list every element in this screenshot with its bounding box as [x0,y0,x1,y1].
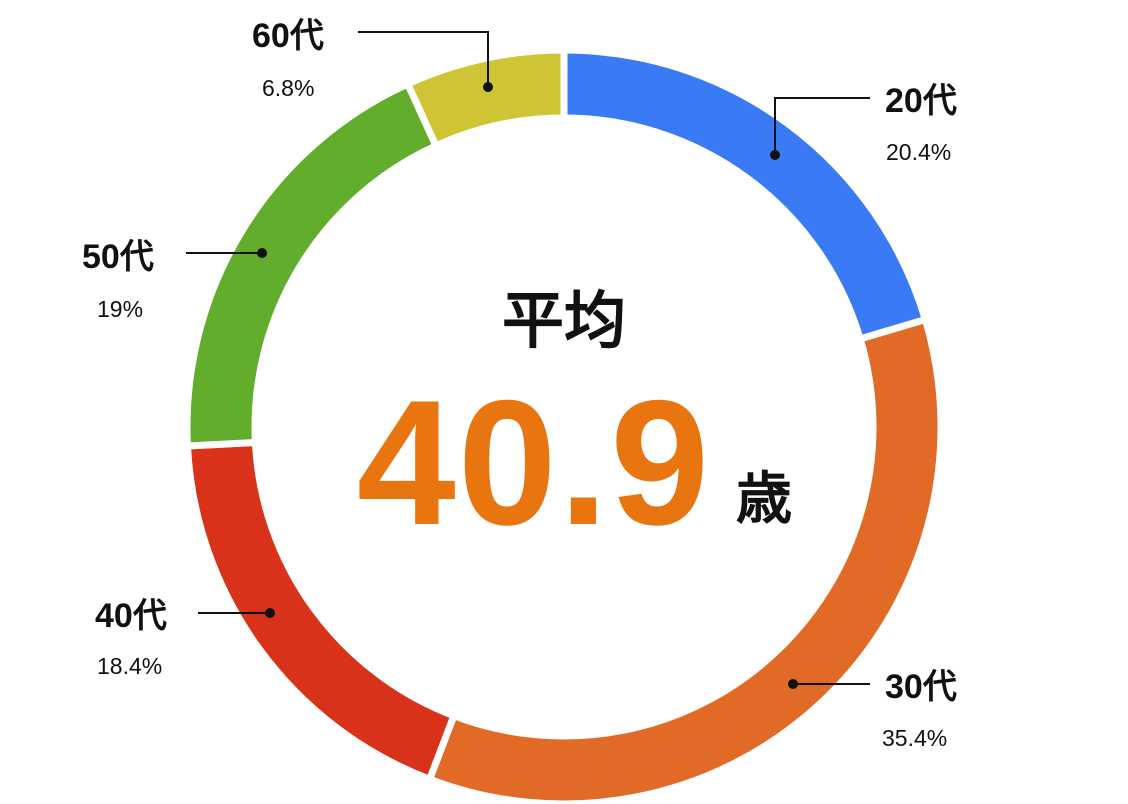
leader-dot [770,150,780,160]
category-label: 20代 [885,82,957,120]
leader-line [774,97,870,155]
center-unit: 歳 [736,467,792,530]
label-60s: 60代 6.8% [252,17,493,101]
donut-segments [183,46,945,804]
category-label: 50代 [82,238,154,276]
label-30s: 30代 35.4% [788,668,957,751]
category-label: 30代 [885,668,957,706]
label-20s: 20代 20.4% [770,82,957,165]
leader-dot [265,608,275,618]
leader-dot [788,679,798,689]
center-value: 40.9 [357,363,711,562]
value-label: 18.4% [97,653,162,679]
value-label: 35.4% [882,725,947,751]
value-label: 20.4% [886,139,951,165]
center-label: 平均 [502,287,626,356]
category-label: 40代 [95,597,167,635]
leader-dot [483,82,493,92]
leader-line [358,31,489,87]
category-label: 60代 [252,17,324,55]
leader-dot [257,248,267,258]
donut-segment-60s [403,46,568,151]
value-label: 19% [97,296,143,322]
label-40s: 40代 18.4% [95,597,275,679]
label-50s: 50代 19% [82,238,267,322]
value-label: 6.8% [262,75,314,101]
donut-segment-30s [425,315,945,804]
